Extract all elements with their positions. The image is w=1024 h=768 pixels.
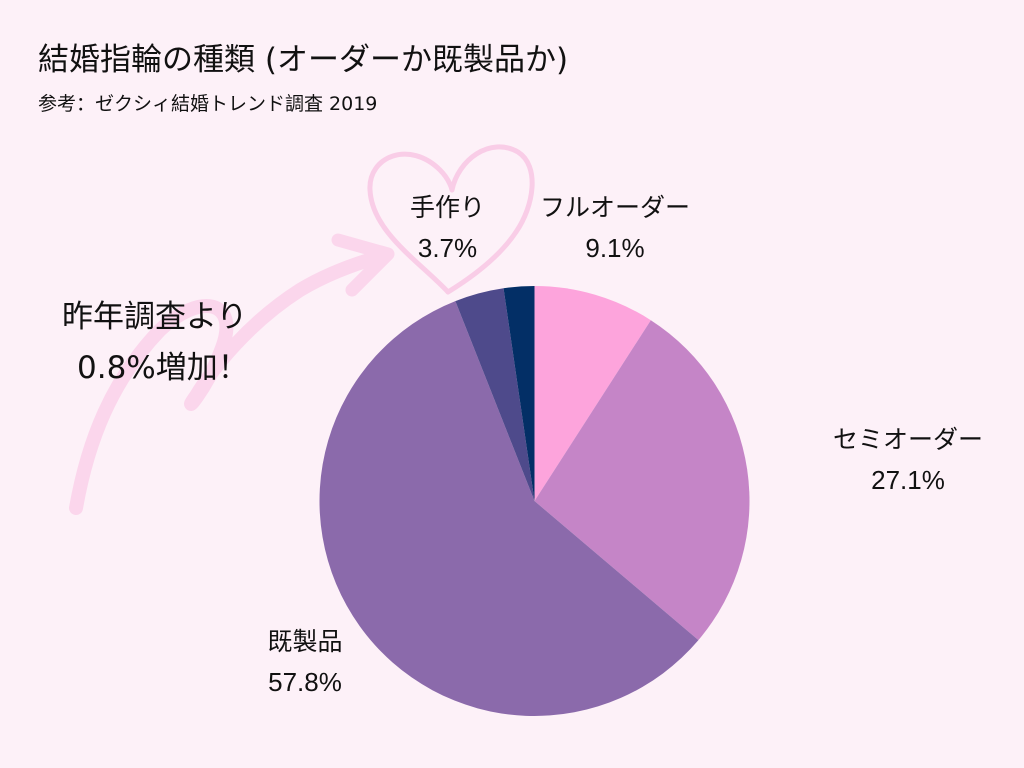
label-full-order: フルオーダー 9.1% [521, 188, 709, 268]
slice-semi-order [534, 320, 750, 641]
label-semi-order-pct: 27.1% [871, 465, 945, 495]
label-ready-made: 既製品 57.8% [254, 622, 356, 702]
annotation-line-2: 0.8%増加！ [77, 350, 249, 386]
label-ready-made-name: 既製品 [267, 627, 343, 656]
slice-full-order [534, 286, 651, 501]
slice-unlabeled [503, 286, 535, 501]
label-handmade-name: 手作り [410, 193, 486, 222]
label-full-order-pct: 9.1% [585, 233, 645, 263]
label-full-order-name: フルオーダー [539, 193, 690, 222]
annotation-line-1: 昨年調査より [62, 299, 248, 335]
chart-title: 結婚指輪の種類 (オーダーか既製品か) [38, 42, 569, 78]
pie-chart [319, 286, 750, 716]
chart-subtitle: 参考：ゼクシィ結婚トレンド調査 2019 [38, 93, 378, 115]
decorative-heart-icon [367, 144, 535, 295]
label-ready-made-pct: 57.8% [268, 667, 342, 697]
slice-ready-made [319, 301, 699, 716]
label-handmade-pct: 3.7% [417, 233, 478, 263]
slice-handmade [455, 288, 535, 501]
annotation-note: 昨年調査より 0.8%増加！ [62, 292, 249, 394]
label-semi-order-name: セミオーダー [832, 425, 983, 454]
decorative-arrow-icon [69, 233, 395, 515]
label-handmade: 手作り 3.7% [410, 188, 485, 268]
label-semi-order: セミオーダー 27.1% [813, 420, 1003, 500]
